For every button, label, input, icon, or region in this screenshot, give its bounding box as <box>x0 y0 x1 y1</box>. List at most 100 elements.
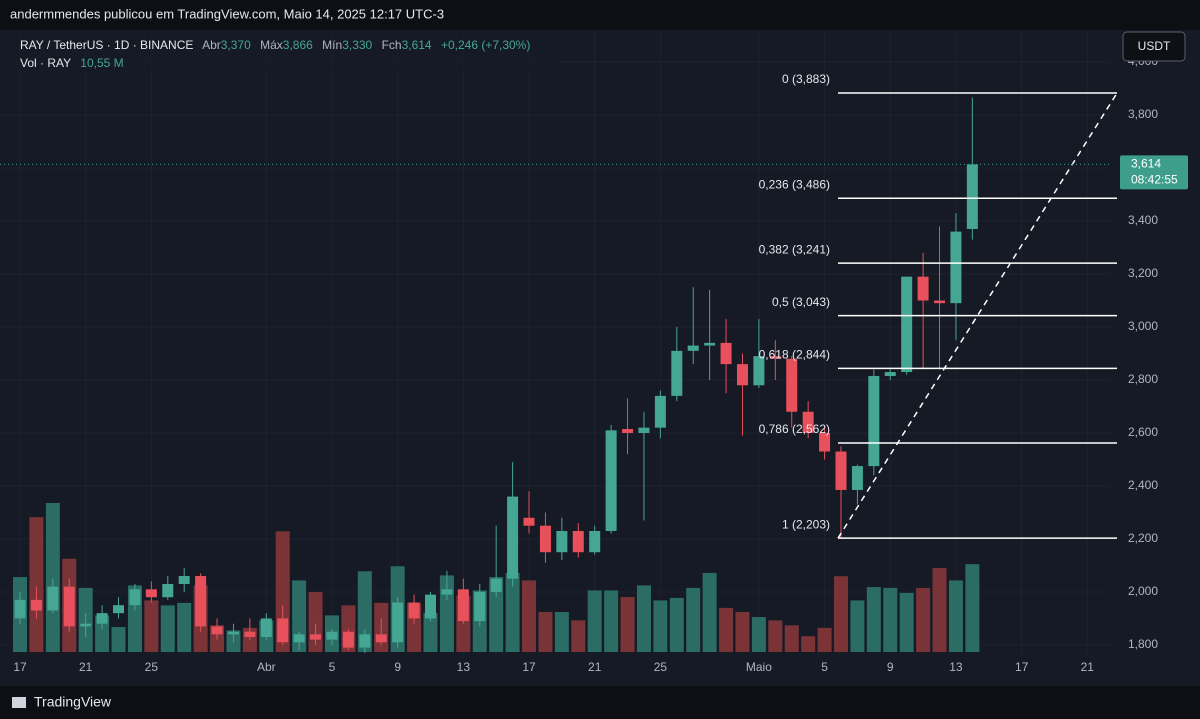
x-tick-label: 25 <box>654 660 668 674</box>
x-tick-label: 5 <box>821 660 828 674</box>
candle-body <box>195 576 207 627</box>
candle-body <box>950 231 962 304</box>
volume-bar <box>686 587 701 652</box>
volume-bar <box>604 590 619 652</box>
candle-body <box>63 586 75 627</box>
legend-backdrop <box>0 32 560 74</box>
candle-body <box>819 432 831 452</box>
volume-bar <box>916 587 931 652</box>
volume-bar <box>751 617 766 652</box>
volume-bar <box>669 597 684 652</box>
candle-body <box>704 342 716 346</box>
x-tick-label: 9 <box>394 660 401 674</box>
candle-body <box>507 496 519 579</box>
candle-body <box>901 276 913 373</box>
volume-bar <box>505 572 520 652</box>
footer-bar <box>0 686 1200 719</box>
volume-bar <box>177 602 192 652</box>
candle-body <box>786 358 798 412</box>
y-tick-label: 1,800 <box>1128 637 1158 651</box>
y-tick-label: 2,200 <box>1128 531 1158 545</box>
candle-body <box>851 466 863 490</box>
candle-body <box>145 589 157 598</box>
y-tick-label: 3,200 <box>1128 266 1158 280</box>
volume-bar <box>899 592 914 652</box>
fib-label: 0,382 (3,241) <box>759 242 830 256</box>
candle-body <box>572 531 584 553</box>
volume-bar <box>817 627 832 652</box>
fib-label: 0,786 (2,562) <box>759 422 830 436</box>
candle-body <box>14 599 26 619</box>
candle-body <box>293 634 305 643</box>
candle-body <box>605 430 617 532</box>
volume-bar <box>932 567 947 652</box>
x-tick-label: 21 <box>588 660 602 674</box>
currency-button[interactable] <box>1122 31 1186 62</box>
x-tick-label: 25 <box>145 660 159 674</box>
volume-bar <box>702 572 717 652</box>
volume-bar <box>489 577 504 652</box>
high-value: 3,866 <box>283 38 313 52</box>
volume-name: Vol · RAY <box>20 56 71 70</box>
volume-bar <box>653 600 668 652</box>
candle-body <box>654 395 666 428</box>
volume-bar <box>948 580 963 652</box>
candle-body <box>375 634 387 643</box>
candle-body <box>589 531 601 553</box>
volume-bar <box>834 576 848 652</box>
fib-label: 0,236 (3,486) <box>759 177 830 191</box>
overlay: RAY / TetherUS · 1D · BINANCE Abr3,370 M… <box>0 31 1186 710</box>
candle-body <box>425 594 436 619</box>
x-tick-label: Abr <box>257 660 276 674</box>
logo: TradingView <box>12 694 112 710</box>
candle-body <box>441 589 453 595</box>
close-value: 3,614 <box>402 38 432 52</box>
candle-body <box>539 525 551 553</box>
candle-body <box>96 613 108 624</box>
candle-body <box>934 300 946 304</box>
volume-bar <box>965 564 980 652</box>
candle-body <box>408 602 420 619</box>
candle-body <box>966 164 978 229</box>
candle-body <box>260 618 272 637</box>
change: +0,246 (+7,30%) <box>441 38 530 52</box>
volume-bar <box>571 620 586 652</box>
volume-bar <box>522 580 537 652</box>
volume-bar <box>636 585 651 652</box>
fib-label: 0,618 (2,844) <box>759 348 830 362</box>
candle-body <box>622 429 634 433</box>
volume-value: 10,55 M <box>80 56 123 70</box>
x-tick-label: 17 <box>1015 660 1029 674</box>
volume-bar <box>357 571 372 652</box>
volume-bar <box>29 517 44 652</box>
last-price-label: 3,614 <box>1131 156 1161 170</box>
candle-body <box>687 345 699 351</box>
y-tick-label: 2,000 <box>1128 584 1158 598</box>
candle-body <box>30 599 42 611</box>
volume-bar <box>292 580 307 652</box>
fib-label: 0 (3,883) <box>782 72 830 86</box>
currency-button-label[interactable]: USDT <box>1138 39 1171 53</box>
x-tick-label: 5 <box>329 660 336 674</box>
logo-mark <box>12 697 26 708</box>
publisher: andermmendes publicou em TradingView.com… <box>10 6 444 21</box>
fib-label: 1 (2,203) <box>782 517 830 531</box>
candle-body <box>277 618 289 643</box>
candle-body <box>47 586 59 611</box>
candle-body <box>802 411 814 433</box>
candle-body <box>474 591 486 622</box>
volume-bar <box>719 607 734 652</box>
volume-legend: Vol · RAY 10,55 M <box>20 56 124 70</box>
volume-bar <box>801 636 816 652</box>
candle-body <box>490 578 502 592</box>
x-tick-label: 17 <box>13 660 27 674</box>
y-tick-label: 2,400 <box>1128 478 1158 492</box>
candle-body <box>638 427 650 433</box>
candle-body <box>310 634 322 640</box>
logo-text: TradingView <box>34 694 112 710</box>
candle-body <box>359 634 371 648</box>
volume-bar <box>784 625 799 652</box>
open-label: Abr <box>202 38 221 52</box>
